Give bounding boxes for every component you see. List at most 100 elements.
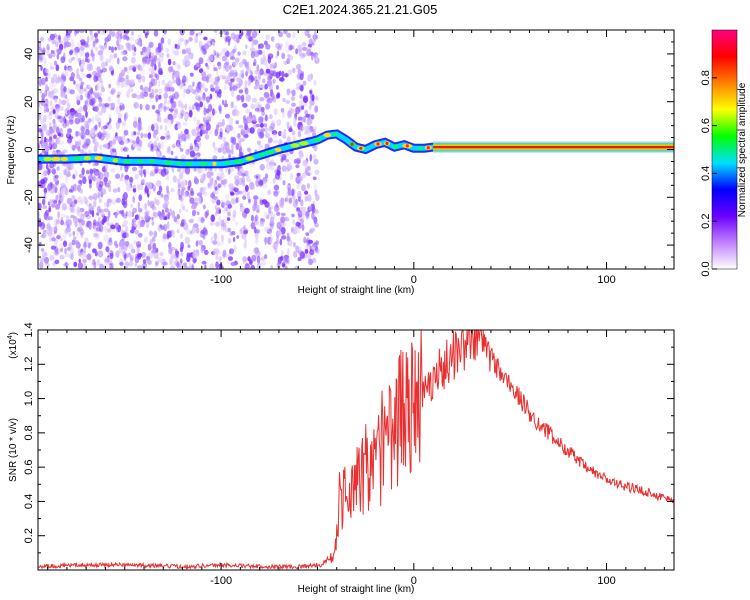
noise-dot <box>266 71 271 80</box>
noise-dot <box>236 77 241 83</box>
noise-dot <box>96 212 100 216</box>
noise-dot <box>123 129 129 136</box>
noise-dot <box>188 261 191 269</box>
noise-dot <box>314 169 320 175</box>
noise-dot <box>177 189 181 196</box>
noise-dot <box>84 120 90 128</box>
noise-dot <box>104 178 107 186</box>
noise-dot <box>269 223 274 230</box>
noise-dot <box>51 92 55 97</box>
noise-dot <box>110 264 114 269</box>
noise-dot <box>307 252 311 261</box>
noise-dot <box>221 170 224 178</box>
noise-dot <box>171 143 176 149</box>
noise-dot <box>158 52 165 58</box>
noise-dot <box>188 52 194 60</box>
noise-dot <box>116 91 122 95</box>
noise-dot <box>225 61 230 66</box>
noise-dot <box>280 108 285 113</box>
noise-dot <box>63 72 69 77</box>
noise-dot <box>106 221 110 226</box>
noise-dot <box>193 116 197 122</box>
noise-dot <box>61 213 66 218</box>
noise-dot <box>236 38 240 44</box>
noise-dot <box>170 150 174 156</box>
noise-dot <box>293 242 296 248</box>
noise-dot <box>315 249 320 254</box>
noise-dot <box>117 187 121 193</box>
noise-dot <box>182 58 186 67</box>
noise-dot <box>85 110 88 118</box>
noise-dot <box>97 241 103 250</box>
x-tick-label: 100 <box>597 575 615 587</box>
noise-dot <box>57 139 61 145</box>
noise-dot <box>276 50 280 57</box>
noise-dot <box>306 118 312 126</box>
noise-dot <box>238 140 242 149</box>
noise-dot <box>80 231 84 239</box>
noise-dot <box>281 259 287 264</box>
noise-dot <box>105 58 112 63</box>
noise-dot <box>49 33 56 41</box>
noise-dot <box>310 114 315 120</box>
noise-dot <box>286 235 291 242</box>
noise-dot <box>306 48 312 57</box>
noise-dot <box>270 36 275 42</box>
noise-dot <box>50 77 55 84</box>
noise-dot <box>225 36 231 43</box>
noise-dot <box>148 41 154 48</box>
noise-dot <box>213 195 219 200</box>
noise-dot <box>230 32 236 40</box>
noise-dot <box>108 237 113 243</box>
noise-dot <box>281 110 285 119</box>
noise-dot <box>112 138 117 145</box>
noise-dot <box>279 77 285 82</box>
noise-dot <box>62 149 68 154</box>
noise-dot <box>245 94 251 103</box>
noise-dot <box>160 193 164 198</box>
noise-dot <box>297 196 301 203</box>
noise-dot <box>64 175 69 183</box>
noise-dot <box>146 47 150 56</box>
noise-dot <box>39 140 43 145</box>
noise-dot <box>152 211 159 219</box>
noise-dot <box>203 43 209 50</box>
noise-dot <box>189 150 196 158</box>
noise-dot <box>273 241 278 250</box>
noise-dot <box>80 199 84 205</box>
noise-dot <box>209 177 214 183</box>
noise-dot <box>115 106 121 114</box>
noise-dot <box>155 47 160 56</box>
noise-dot <box>58 105 64 111</box>
noise-dot <box>265 43 271 50</box>
noise-dot <box>255 173 261 179</box>
noise-dot <box>188 192 191 199</box>
noise-dot <box>186 252 191 257</box>
noise-dot <box>138 169 143 176</box>
noise-dot <box>75 52 78 60</box>
noise-dot <box>95 47 99 52</box>
noise-dot <box>44 136 47 144</box>
noise-dot <box>297 69 302 75</box>
noise-dot <box>179 148 184 152</box>
noise-dot <box>162 203 168 209</box>
noise-dot <box>294 114 298 121</box>
noise-dot <box>149 200 155 209</box>
ridge-blob <box>392 144 399 149</box>
noise-dot <box>270 159 275 166</box>
noise-dot <box>191 128 197 137</box>
noise-dot <box>139 222 145 228</box>
noise-dot <box>123 113 127 122</box>
noise-dot <box>53 249 59 256</box>
noise-dot <box>48 53 53 59</box>
noise-dot <box>124 178 129 186</box>
noise-dot <box>167 221 170 229</box>
noise-dot <box>132 187 137 193</box>
noise-dot <box>197 96 202 102</box>
noise-dot <box>232 69 238 75</box>
noise-dot <box>44 98 49 107</box>
noise-dot <box>278 70 282 77</box>
noise-dot <box>271 93 275 101</box>
noise-dot <box>114 222 120 230</box>
noise-dot <box>212 141 216 148</box>
